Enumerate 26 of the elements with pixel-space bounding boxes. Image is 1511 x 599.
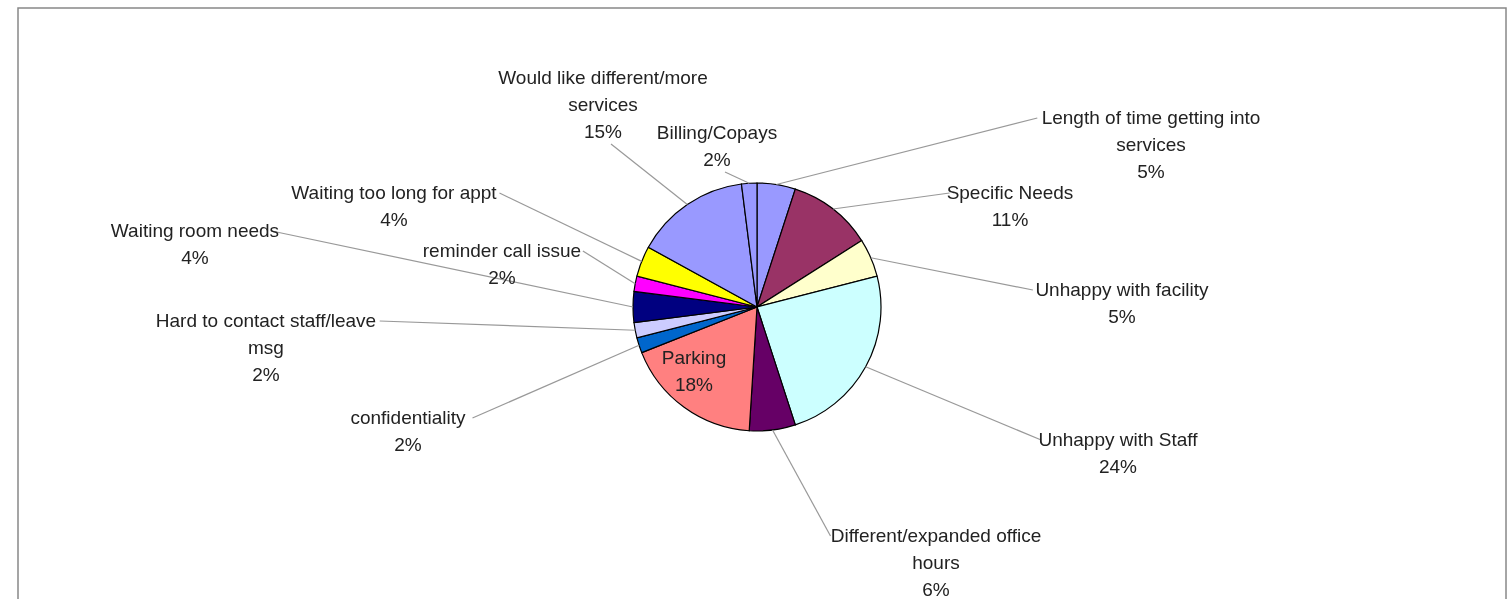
data-label: 4% (380, 209, 408, 230)
slice-label: Specific Needs (946, 182, 1074, 203)
slice-label: Would like different/more services (498, 67, 708, 115)
slice-label: Unhappy with facility (1035, 279, 1210, 300)
data-label: 11% (991, 209, 1029, 230)
data-label: 15% (583, 121, 623, 142)
data-label: 5% (1137, 161, 1165, 182)
slice-label: Waiting room needs (110, 220, 280, 241)
data-label: 2% (703, 149, 731, 170)
data-label: 6% (922, 579, 950, 599)
data-label: 2% (488, 267, 516, 288)
data-label: 18% (674, 374, 714, 395)
slice-label: Length of time getting into services (1041, 107, 1261, 155)
data-label: 4% (181, 247, 209, 268)
slice-label: Unhappy with Staff (1038, 429, 1199, 450)
data-label: 2% (252, 364, 280, 385)
slice-label: Billing/Copays (656, 122, 778, 143)
slice-label: confidentiality (350, 407, 467, 428)
data-label: 2% (394, 434, 422, 455)
slice-label: Hard to contact staff/leave msg (155, 310, 377, 358)
slice-label: Different/expanded office hours (830, 525, 1042, 573)
slice-label: reminder call issue (422, 240, 582, 261)
slice-label: Waiting too long for appt (291, 182, 498, 203)
slice-label: Parking (661, 347, 727, 368)
data-label: 5% (1108, 306, 1136, 327)
data-label: 24% (1098, 456, 1138, 477)
